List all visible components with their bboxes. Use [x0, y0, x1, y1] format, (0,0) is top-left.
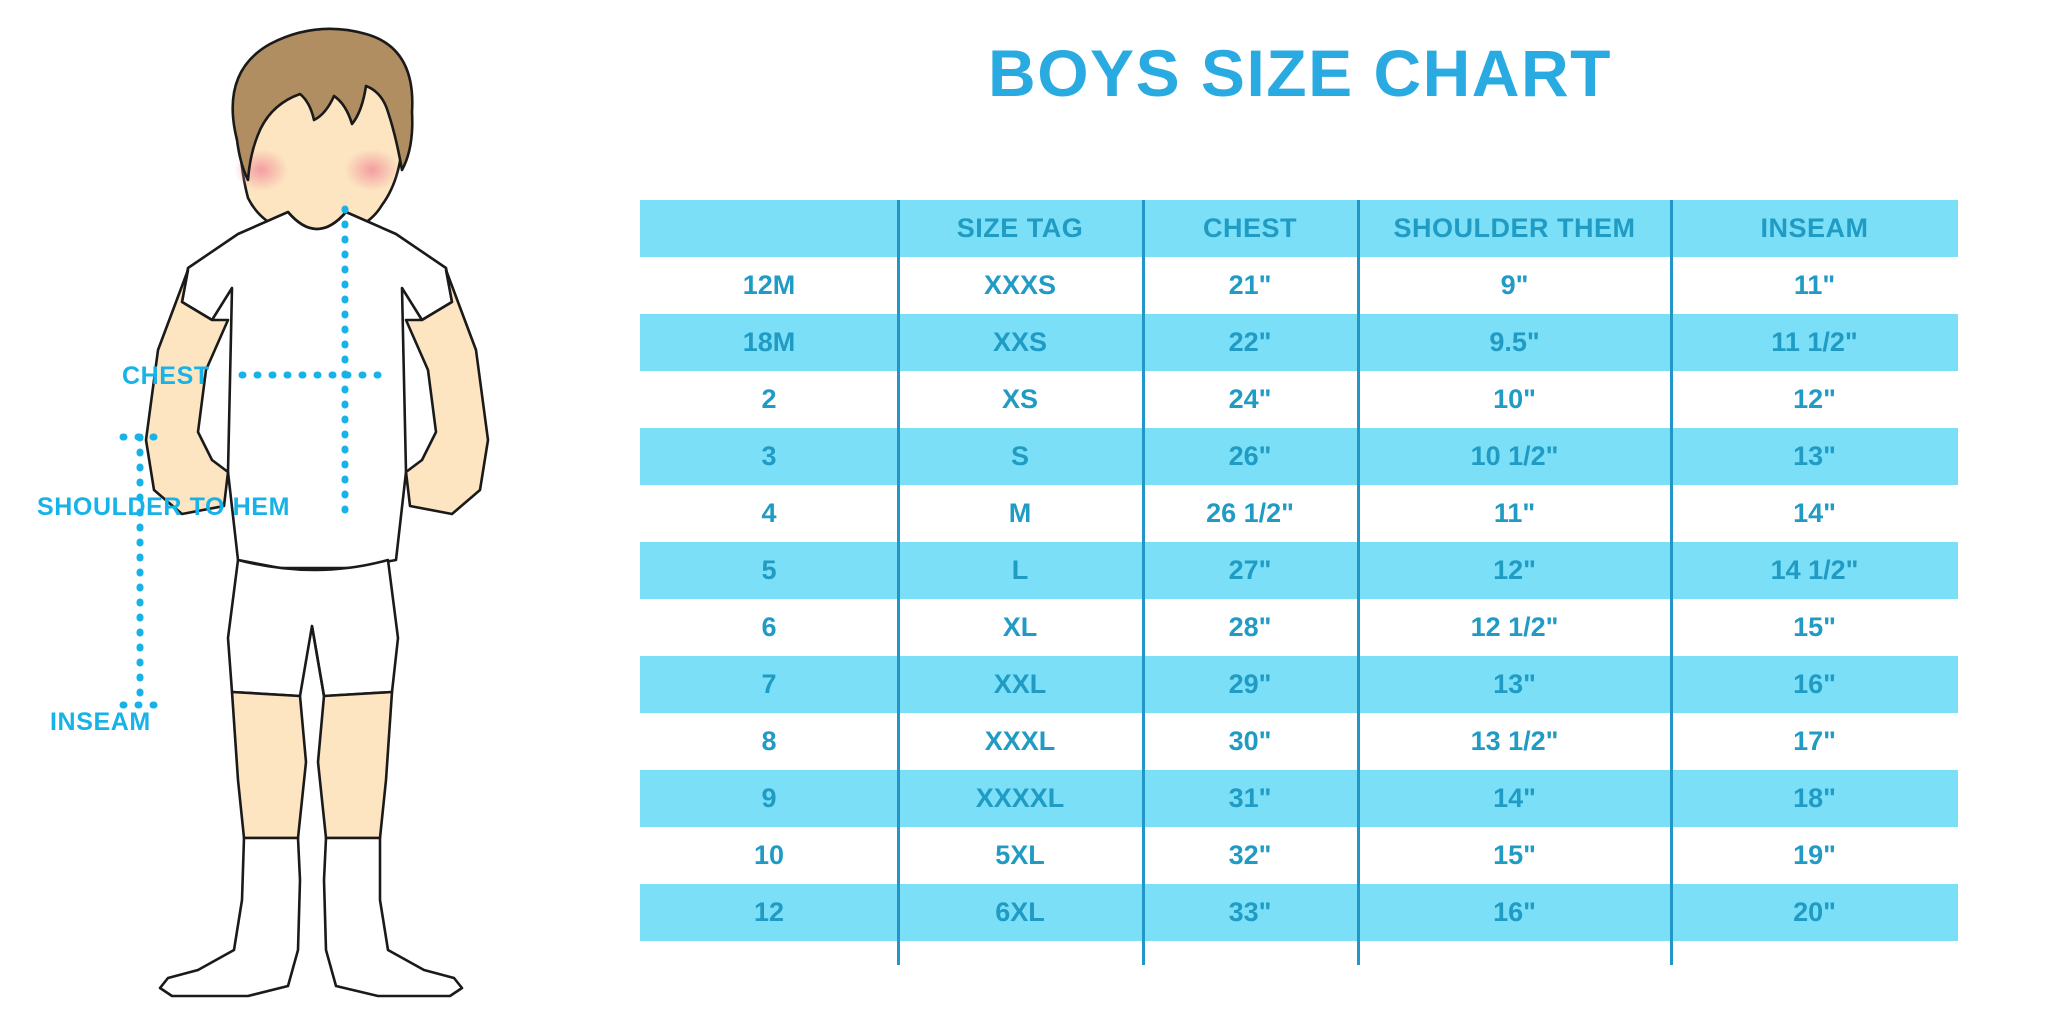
table-row: 12 6XL 33" 16" 20" [640, 884, 1958, 941]
column-divider-4 [1670, 200, 1673, 965]
cell-inseam: 18" [1671, 770, 1958, 827]
cell-chest: 26" [1142, 428, 1358, 485]
cell-size: 5 [640, 542, 898, 599]
chest-measure-label: CHEST [122, 362, 210, 390]
cell-shoulder-them: 9.5" [1358, 314, 1671, 371]
cell-chest: 24" [1142, 371, 1358, 428]
cell-size-tag: XXXS [898, 257, 1142, 314]
cell-shoulder-them: 10 1/2" [1358, 428, 1671, 485]
cell-chest: 31" [1142, 770, 1358, 827]
cell-inseam: 15" [1671, 599, 1958, 656]
table-row: 2 XS 24" 10" 12" [640, 371, 1958, 428]
cell-shoulder-them: 12 1/2" [1358, 599, 1671, 656]
column-divider-1 [897, 200, 900, 965]
table-row: 9 XXXXL 31" 14" 18" [640, 770, 1958, 827]
column-divider-2 [1142, 200, 1145, 965]
column-header-size-tag: SIZE TAG [898, 200, 1142, 257]
cell-size: 4 [640, 485, 898, 542]
cell-chest: 28" [1142, 599, 1358, 656]
column-divider-3 [1357, 200, 1360, 965]
table-row: 3 S 26" 10 1/2" 13" [640, 428, 1958, 485]
column-header-chest: CHEST [1142, 200, 1358, 257]
cell-shoulder-them: 15" [1358, 827, 1671, 884]
cell-size-tag: XS [898, 371, 1142, 428]
cell-inseam: 11 1/2" [1671, 314, 1958, 371]
cell-size-tag: XXXXL [898, 770, 1142, 827]
cell-inseam: 14" [1671, 485, 1958, 542]
cell-inseam: 19" [1671, 827, 1958, 884]
cell-chest: 33" [1142, 884, 1358, 941]
cell-chest: 21" [1142, 257, 1358, 314]
cell-size-tag: 6XL [898, 884, 1142, 941]
cell-chest: 30" [1142, 713, 1358, 770]
cell-shoulder-them: 10" [1358, 371, 1671, 428]
column-header-shoulder-them: SHOULDER THEM [1358, 200, 1671, 257]
cell-size: 6 [640, 599, 898, 656]
cell-inseam: 16" [1671, 656, 1958, 713]
cell-inseam: 12" [1671, 371, 1958, 428]
table-body: 12M XXXS 21" 9" 11" 18M XXS 22" 9.5" 11 1/2" 2 XS 24… [640, 257, 1958, 941]
cell-chest: 32" [1142, 827, 1358, 884]
cell-inseam: 11" [1671, 257, 1958, 314]
shoulder-to-hem-measure-label: SHOULDER TO HEM [37, 493, 290, 521]
table-row: 18M XXS 22" 9.5" 11 1/2" [640, 314, 1958, 371]
cell-size-tag: XL [898, 599, 1142, 656]
table-row: 10 5XL 32" 15" 19" [640, 827, 1958, 884]
boy-figure-drawing [144, 27, 490, 998]
header-row: SIZE TAG CHEST SHOULDER THEM INSEAM [640, 200, 1958, 257]
cell-inseam: 20" [1671, 884, 1958, 941]
cell-size-tag: XXL [898, 656, 1142, 713]
cell-shoulder-them: 13" [1358, 656, 1671, 713]
measurement-guides [119, 205, 391, 709]
cell-size-tag: XXS [898, 314, 1142, 371]
table-row: 8 XXXL 30" 13 1/2" 17" [640, 713, 1958, 770]
column-header-size [640, 200, 898, 257]
cell-chest: 26 1/2" [1142, 485, 1358, 542]
table-row: 7 XXL 29" 13" 16" [640, 656, 1958, 713]
cell-size: 12M [640, 257, 898, 314]
table-row: 4 M 26 1/2" 11" 14" [640, 485, 1958, 542]
cell-inseam: 13" [1671, 428, 1958, 485]
cell-size: 3 [640, 428, 898, 485]
cell-size-tag: L [898, 542, 1142, 599]
cell-size: 10 [640, 827, 898, 884]
page-title: BOYS SIZE CHART [988, 36, 1612, 110]
cell-shoulder-them: 16" [1358, 884, 1671, 941]
cell-inseam: 14 1/2" [1671, 542, 1958, 599]
cell-inseam: 17" [1671, 713, 1958, 770]
size-chart-table: SIZE TAG CHEST SHOULDER THEM INSEAM 12M X… [640, 200, 1958, 941]
table-header: SIZE TAG CHEST SHOULDER THEM INSEAM [640, 200, 1958, 257]
cell-shoulder-them: 11" [1358, 485, 1671, 542]
inseam-measure-label: INSEAM [50, 708, 151, 736]
cell-size: 8 [640, 713, 898, 770]
cell-size-tag: 5XL [898, 827, 1142, 884]
cell-size: 18M [640, 314, 898, 371]
table-row: 12M XXXS 21" 9" 11" [640, 257, 1958, 314]
cell-size: 7 [640, 656, 898, 713]
cell-size-tag: XXXL [898, 713, 1142, 770]
cell-size: 2 [640, 371, 898, 428]
cell-size-tag: S [898, 428, 1142, 485]
cell-size: 9 [640, 770, 898, 827]
cell-size-tag: M [898, 485, 1142, 542]
boy-figure-illustration: CHEST SHOULDER TO HEM INSEAM [0, 0, 620, 1024]
cell-chest: 22" [1142, 314, 1358, 371]
cell-size: 12 [640, 884, 898, 941]
cell-chest: 29" [1142, 656, 1358, 713]
column-header-inseam: INSEAM [1671, 200, 1958, 257]
cell-shoulder-them: 12" [1358, 542, 1671, 599]
cell-shoulder-them: 14" [1358, 770, 1671, 827]
cell-chest: 27" [1142, 542, 1358, 599]
cell-shoulder-them: 13 1/2" [1358, 713, 1671, 770]
table-row: 5 L 27" 12" 14 1/2" [640, 542, 1958, 599]
table-row: 6 XL 28" 12 1/2" 15" [640, 599, 1958, 656]
cell-shoulder-them: 9" [1358, 257, 1671, 314]
